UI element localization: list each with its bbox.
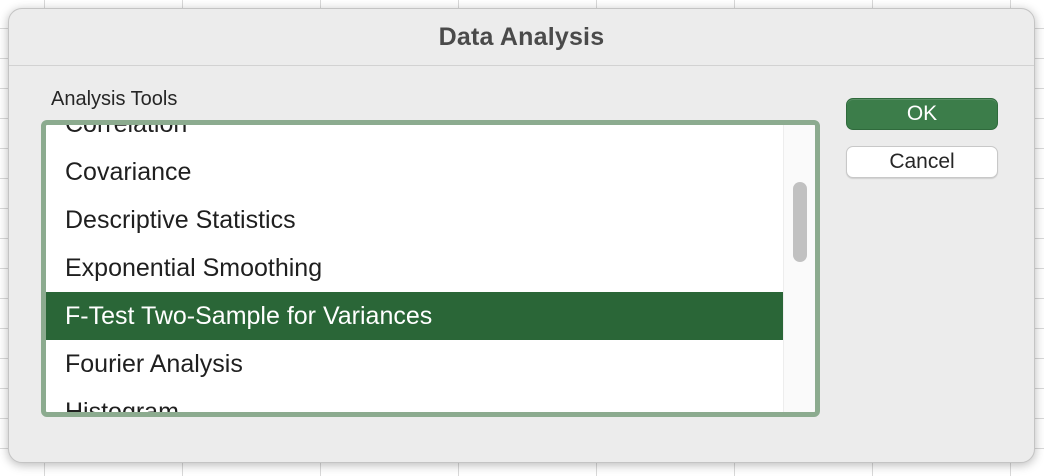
- analysis-tools-list-viewport: Correlation Covariance Descriptive Stati…: [46, 125, 788, 412]
- list-item-f-test-two-sample[interactable]: F-Test Two-Sample for Variances: [46, 292, 788, 340]
- cancel-button[interactable]: Cancel: [846, 146, 998, 178]
- analysis-tools-label: Analysis Tools: [51, 88, 178, 110]
- analysis-tools-listbox[interactable]: Correlation Covariance Descriptive Stati…: [41, 120, 820, 417]
- list-item-covariance[interactable]: Covariance: [65, 158, 192, 186]
- list-scrollbar[interactable]: [783, 125, 815, 412]
- list-item-exponential-smoothing[interactable]: Exponential Smoothing: [65, 254, 323, 282]
- dialog-title: Data Analysis: [438, 22, 605, 51]
- list-item-histogram[interactable]: Histogram: [65, 398, 179, 412]
- list-item-correlation[interactable]: Correlation: [46, 125, 788, 148]
- dialog-titlebar: Data Analysis: [9, 9, 1034, 66]
- list-item-descriptive-statistics[interactable]: Descriptive Statistics: [65, 206, 296, 234]
- scrollbar-thumb[interactable]: [793, 182, 807, 262]
- data-analysis-dialog: Data Analysis Analysis Tools Correlation…: [8, 8, 1035, 463]
- list-item-fourier-analysis[interactable]: Fourier Analysis: [65, 350, 243, 378]
- analysis-tools-list: Correlation Covariance Descriptive Stati…: [46, 125, 788, 412]
- ok-button[interactable]: OK: [846, 98, 998, 130]
